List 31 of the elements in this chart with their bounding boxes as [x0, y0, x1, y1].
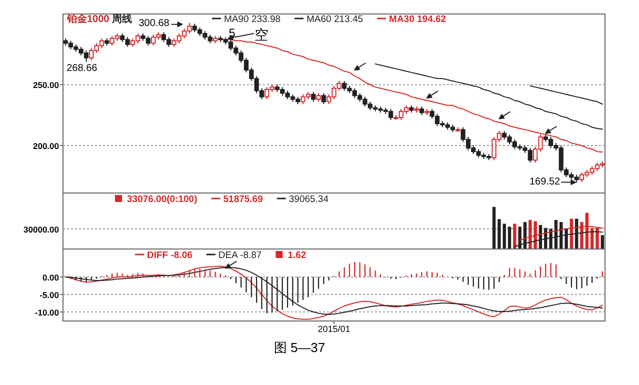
annotation: 268.66 — [66, 63, 98, 74]
legend-label: DEA -8.87 — [218, 250, 262, 261]
line-series — [374, 63, 603, 130]
y-tick-label: -5.00 — [40, 290, 60, 300]
annotation: 空 — [254, 26, 269, 43]
legend-label: 33076.00(0:100) — [127, 194, 198, 205]
x-tick-label: 2015/01 — [318, 324, 350, 334]
bar — [508, 226, 512, 249]
text: 30000.00 — [24, 224, 60, 234]
legend-label: MA60 213.45 — [306, 14, 364, 25]
y-tick-label: -10.00 — [34, 307, 60, 318]
legend-label: 1.62 — [288, 250, 306, 261]
bar — [513, 224, 516, 249]
annotation: 300.68 — [138, 18, 170, 30]
y-tick-label: 250.00 — [33, 80, 60, 90]
chart-title: 铂金1000 周线 — [66, 13, 132, 25]
y-tick-label: 200.00 — [33, 141, 60, 152]
bar — [600, 235, 604, 249]
legend-label: DIFF -8.06 — [147, 250, 192, 261]
line-series — [530, 85, 603, 105]
caption: 图 5—37 — [274, 340, 326, 355]
candlestick — [321, 92, 326, 105]
annotation: 169.52 — [530, 176, 561, 188]
legend-label: 39065.34 — [288, 194, 328, 205]
line-series — [220, 39, 603, 153]
legend-label: MA90 233.98 — [224, 14, 281, 25]
legend-label: 51875.69 — [223, 194, 263, 205]
bar — [492, 206, 496, 249]
candlestick — [311, 91, 316, 102]
y-tick-label: 0.00 — [42, 272, 60, 282]
legend-label: MA30 194.62 — [389, 14, 446, 25]
